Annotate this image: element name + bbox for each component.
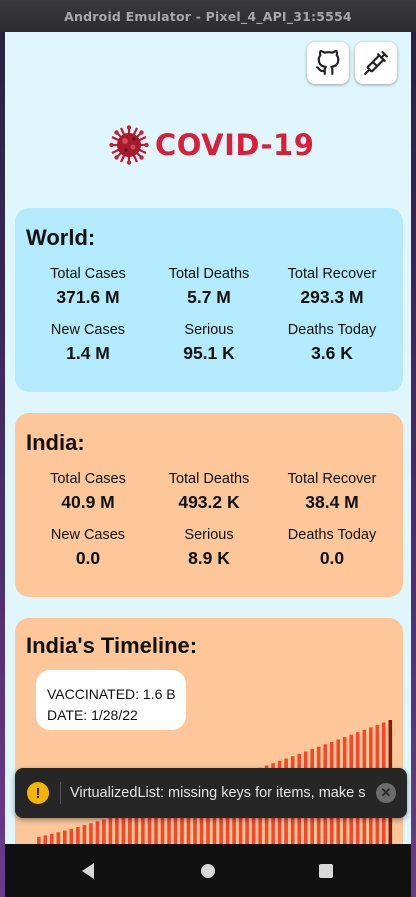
world-stats-card: World: Total Cases 371.6 M Total Deaths …: [15, 208, 403, 392]
stat-value: 371.6 M: [23, 287, 153, 308]
stat-value: 3.6 K: [267, 343, 397, 364]
india-total-deaths: Total Deaths 493.2 K: [144, 471, 274, 513]
india-new-cases: New Cases 0.0: [23, 527, 153, 569]
stat-label: Total Deaths: [144, 471, 274, 487]
timeline-bar[interactable]: [96, 821, 100, 844]
recents-icon: [318, 863, 334, 879]
virus-icon: [109, 125, 149, 165]
stat-label: Serious: [144, 527, 274, 543]
stat-label: Total Deaths: [144, 266, 274, 282]
vaccine-button[interactable]: [355, 42, 397, 84]
stat-value: 5.7 M: [144, 287, 274, 308]
timeline-bar[interactable]: [102, 820, 106, 845]
timeline-bar[interactable]: [57, 832, 61, 844]
stat-value: 1.4 M: [23, 343, 153, 364]
timeline-bar[interactable]: [63, 831, 67, 845]
timeline-bar[interactable]: [122, 814, 126, 845]
stat-value: 38.4 M: [267, 492, 397, 513]
stat-value: 493.2 K: [144, 492, 274, 513]
stat-label: New Cases: [23, 322, 153, 338]
app-screen: COVID-19 World: Total Cases 371.6 M Tota…: [5, 32, 411, 844]
timeline-bar[interactable]: [44, 835, 48, 844]
home-icon: [200, 863, 216, 879]
stat-value: 8.9 K: [144, 548, 274, 569]
stat-value: 0.0: [267, 548, 397, 569]
stat-label: Deaths Today: [267, 527, 397, 543]
timeline-bar[interactable]: [83, 825, 87, 844]
covid-logo: COVID-19: [109, 124, 315, 166]
world-title: World:: [26, 225, 95, 251]
window-titlebar: Android Emulator - Pixel_4_API_31:5554: [0, 0, 416, 32]
india-title: India:: [26, 430, 85, 456]
timeline-bar[interactable]: [37, 837, 41, 844]
world-total-recover: Total Recover 293.3 M: [267, 266, 397, 308]
tooltip-date: DATE: 1/28/22: [47, 705, 186, 726]
world-new-cases: New Cases 1.4 M: [23, 322, 153, 364]
chart-tooltip: VACCINATED: 1.6 B DATE: 1/28/22: [36, 670, 186, 730]
android-nav-bar: [5, 844, 411, 897]
timeline-bar[interactable]: [76, 827, 80, 844]
tooltip-vaccinated: VACCINATED: 1.6 B: [47, 684, 186, 705]
india-serious: Serious 8.9 K: [144, 527, 274, 569]
toast-message: VirtualizedList: missing keys for items,…: [70, 785, 366, 801]
timeline-title: India's Timeline:: [26, 633, 197, 659]
nav-recents-button[interactable]: [296, 844, 356, 897]
logo-text: COVID-19: [155, 128, 314, 162]
india-stats-card: India: Total Cases 40.9 M Total Deaths 4…: [15, 413, 403, 597]
india-total-cases: Total Cases 40.9 M: [23, 471, 153, 513]
stat-label: Total Recover: [267, 266, 397, 282]
nav-home-button[interactable]: [178, 844, 238, 897]
timeline-bar[interactable]: [70, 829, 74, 844]
world-deaths-today: Deaths Today 3.6 K: [267, 322, 397, 364]
stat-value: 95.1 K: [144, 343, 274, 364]
back-icon: [80, 862, 96, 880]
warning-icon: !: [27, 782, 49, 804]
world-serious: Serious 95.1 K: [144, 322, 274, 364]
github-button[interactable]: [307, 42, 349, 84]
window-title: Android Emulator - Pixel_4_API_31:5554: [64, 9, 352, 24]
timeline-bar[interactable]: [89, 823, 93, 844]
github-icon: [315, 50, 341, 76]
stat-label: Total Cases: [23, 471, 153, 487]
india-deaths-today: Deaths Today 0.0: [267, 527, 397, 569]
syringe-icon: [363, 50, 389, 76]
timeline-bar[interactable]: [115, 816, 119, 845]
stat-label: Total Cases: [23, 266, 153, 282]
stat-label: Deaths Today: [267, 322, 397, 338]
stat-label: New Cases: [23, 527, 153, 543]
emulator-frame-right: [411, 32, 416, 897]
world-total-deaths: Total Deaths 5.7 M: [144, 266, 274, 308]
timeline-bar[interactable]: [109, 818, 113, 845]
close-icon[interactable]: ✕: [376, 783, 396, 803]
stat-value: 40.9 M: [23, 492, 153, 513]
india-total-recover: Total Recover 38.4 M: [267, 471, 397, 513]
nav-back-button[interactable]: [58, 844, 118, 897]
world-total-cases: Total Cases 371.6 M: [23, 266, 153, 308]
stat-label: Serious: [144, 322, 274, 338]
warning-toast[interactable]: ! VirtualizedList: missing keys for item…: [15, 768, 407, 818]
stat-value: 0.0: [23, 548, 153, 569]
stat-value: 293.3 M: [267, 287, 397, 308]
timeline-bar[interactable]: [50, 834, 54, 844]
toast-divider: [60, 782, 61, 804]
stat-label: Total Recover: [267, 471, 397, 487]
